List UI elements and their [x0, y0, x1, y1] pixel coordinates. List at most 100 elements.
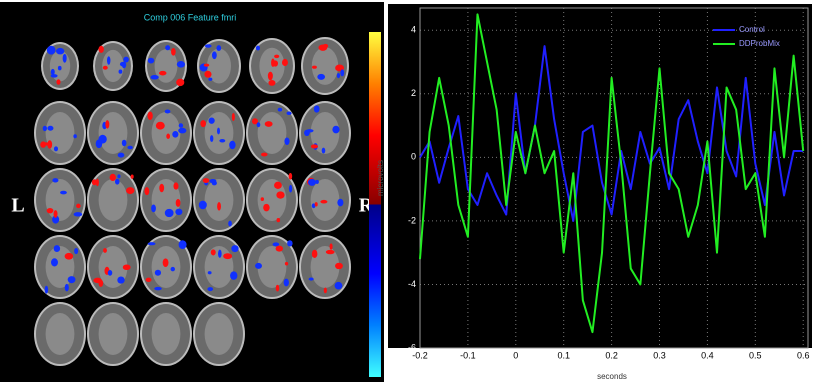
slice-inner	[46, 179, 75, 221]
activation	[172, 131, 178, 138]
slice-inner	[258, 112, 287, 154]
activation	[105, 120, 109, 129]
slice-inner	[46, 313, 75, 355]
activation	[263, 204, 269, 212]
activation	[326, 250, 335, 254]
activation	[51, 258, 58, 266]
colorbar	[369, 32, 381, 377]
activation	[127, 146, 132, 150]
activation	[148, 58, 155, 64]
activation	[175, 209, 182, 216]
slice-inner	[205, 313, 234, 355]
x-tick-label: 0.3	[653, 350, 666, 360]
activation	[146, 278, 152, 282]
activation	[165, 209, 174, 217]
activation	[320, 200, 327, 204]
activation	[107, 56, 110, 65]
activation	[54, 146, 58, 151]
activation	[257, 122, 261, 127]
activation	[261, 153, 268, 157]
activation	[42, 142, 50, 145]
activation	[177, 61, 185, 68]
activation	[123, 264, 131, 270]
activation	[268, 72, 273, 81]
activation	[287, 240, 293, 246]
activation	[324, 288, 327, 294]
activation	[166, 134, 170, 139]
activation	[56, 48, 64, 55]
x-tick-label: 0.6	[797, 350, 810, 360]
activation	[340, 69, 344, 76]
activation	[284, 279, 289, 287]
activation	[178, 128, 186, 134]
activation	[156, 122, 165, 130]
activation	[165, 110, 171, 114]
activation	[312, 66, 317, 69]
activation	[337, 73, 340, 78]
activation	[212, 51, 217, 59]
colorbar-max: 51	[367, 11, 384, 30]
activation	[209, 117, 215, 123]
activation	[73, 134, 77, 138]
activation	[179, 240, 187, 249]
activation	[216, 45, 221, 51]
slice-inner	[152, 246, 181, 288]
activation	[232, 113, 235, 121]
activation	[284, 138, 289, 145]
activation	[276, 246, 283, 252]
activation	[122, 140, 127, 147]
slice-inner	[258, 246, 287, 288]
activation	[47, 126, 53, 131]
activation	[218, 250, 222, 258]
x-tick-label: 0	[513, 350, 518, 360]
activation	[76, 204, 80, 208]
activation	[173, 182, 178, 189]
activation	[54, 245, 60, 252]
activation	[208, 78, 212, 81]
activation	[119, 69, 123, 73]
activation	[52, 178, 58, 182]
activation	[261, 197, 264, 201]
activation	[255, 263, 262, 269]
activation	[205, 44, 212, 48]
activation	[120, 62, 126, 67]
activation	[276, 191, 284, 198]
activation	[150, 75, 158, 80]
activation	[74, 212, 83, 216]
activation	[315, 180, 319, 184]
x-tick-label: 0.4	[701, 350, 714, 360]
left-label: L	[11, 195, 24, 217]
activation	[309, 278, 314, 281]
activation	[285, 262, 288, 266]
activation	[323, 44, 328, 48]
activation	[176, 199, 181, 207]
activation	[163, 258, 169, 267]
activation	[159, 71, 166, 76]
activation	[211, 249, 216, 255]
activation	[43, 126, 47, 131]
activation	[256, 46, 260, 51]
activation	[93, 278, 102, 283]
activation	[204, 64, 209, 67]
activation	[265, 121, 273, 127]
activation	[171, 267, 175, 271]
activation	[200, 120, 206, 127]
activation	[274, 55, 279, 58]
activation	[268, 80, 275, 86]
activation	[223, 253, 232, 259]
activation	[155, 270, 161, 276]
activation	[208, 271, 212, 274]
activation	[117, 276, 124, 283]
legend-label: Control	[739, 25, 765, 34]
x-tick-label: 0.5	[749, 350, 762, 360]
legend-label: DDProbMix	[739, 39, 780, 48]
activation	[322, 148, 326, 154]
activation	[337, 199, 343, 207]
activation	[51, 69, 55, 75]
activation	[219, 139, 225, 143]
activation	[45, 286, 48, 294]
activation	[54, 210, 58, 218]
activation	[217, 202, 221, 210]
activation	[312, 250, 318, 258]
y-tick-label: 2	[411, 88, 416, 98]
